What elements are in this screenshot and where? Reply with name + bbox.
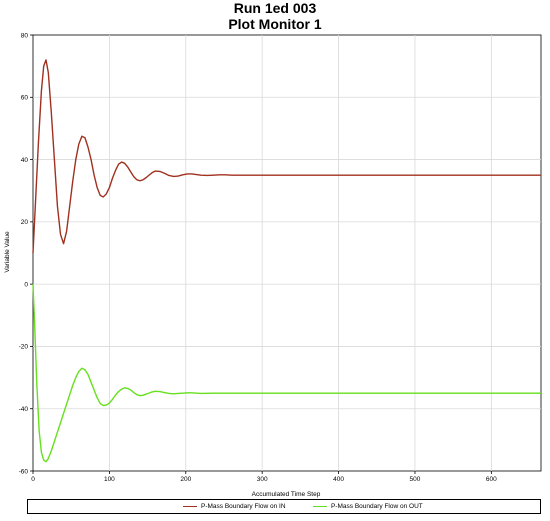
legend: P-Mass Boundary Flow on IN P-Mass Bounda…: [27, 499, 541, 514]
legend-label-out: P-Mass Boundary Flow on OUT: [331, 503, 423, 510]
grid: [32, 34, 542, 472]
axes: 0 100 200 300 400 500 600 -60 -40 -20 0 20 40 60 80: [19, 32, 498, 483]
x-tick-label: 400: [333, 476, 344, 483]
chart-subtitle: Plot Monitor 1: [228, 16, 322, 32]
chart-title: Run 1ed 003: [233, 0, 317, 16]
series-group: [32, 59, 541, 463]
y-tick-label: 60: [21, 95, 29, 102]
y-tick-label: 0: [24, 281, 28, 288]
legend-item-in: P-Mass Boundary Flow on IN: [183, 503, 286, 510]
y-tick-label: -40: [19, 406, 29, 413]
y-tick-label: 40: [21, 157, 29, 164]
y-axis-label: Variable Value: [4, 231, 11, 273]
x-tick-label: 100: [104, 476, 115, 483]
x-tick-label: 0: [31, 476, 35, 483]
legend-item-out: P-Mass Boundary Flow on OUT: [313, 503, 423, 510]
x-tick-label: 600: [486, 476, 497, 483]
x-axis-label: Accumulated Time Step: [252, 491, 321, 498]
x-tick-label: 500: [410, 476, 421, 483]
legend-swatch-in: [183, 506, 197, 507]
chart-title-block: Run 1ed 003 Plot Monitor 1: [0, 0, 550, 32]
plot-area: [32, 34, 542, 472]
legend-swatch-out: [313, 506, 327, 507]
x-tick-label: 200: [180, 476, 191, 483]
series-line-out: [32, 284, 541, 463]
y-tick-label: -20: [19, 344, 29, 351]
y-tick-label: 20: [21, 219, 29, 226]
x-tick-label: 300: [257, 476, 268, 483]
y-tick-label: -60: [19, 468, 29, 475]
series-line-in: [32, 59, 541, 254]
legend-label-in: P-Mass Boundary Flow on IN: [201, 503, 286, 510]
y-tick-label: 80: [21, 32, 29, 39]
